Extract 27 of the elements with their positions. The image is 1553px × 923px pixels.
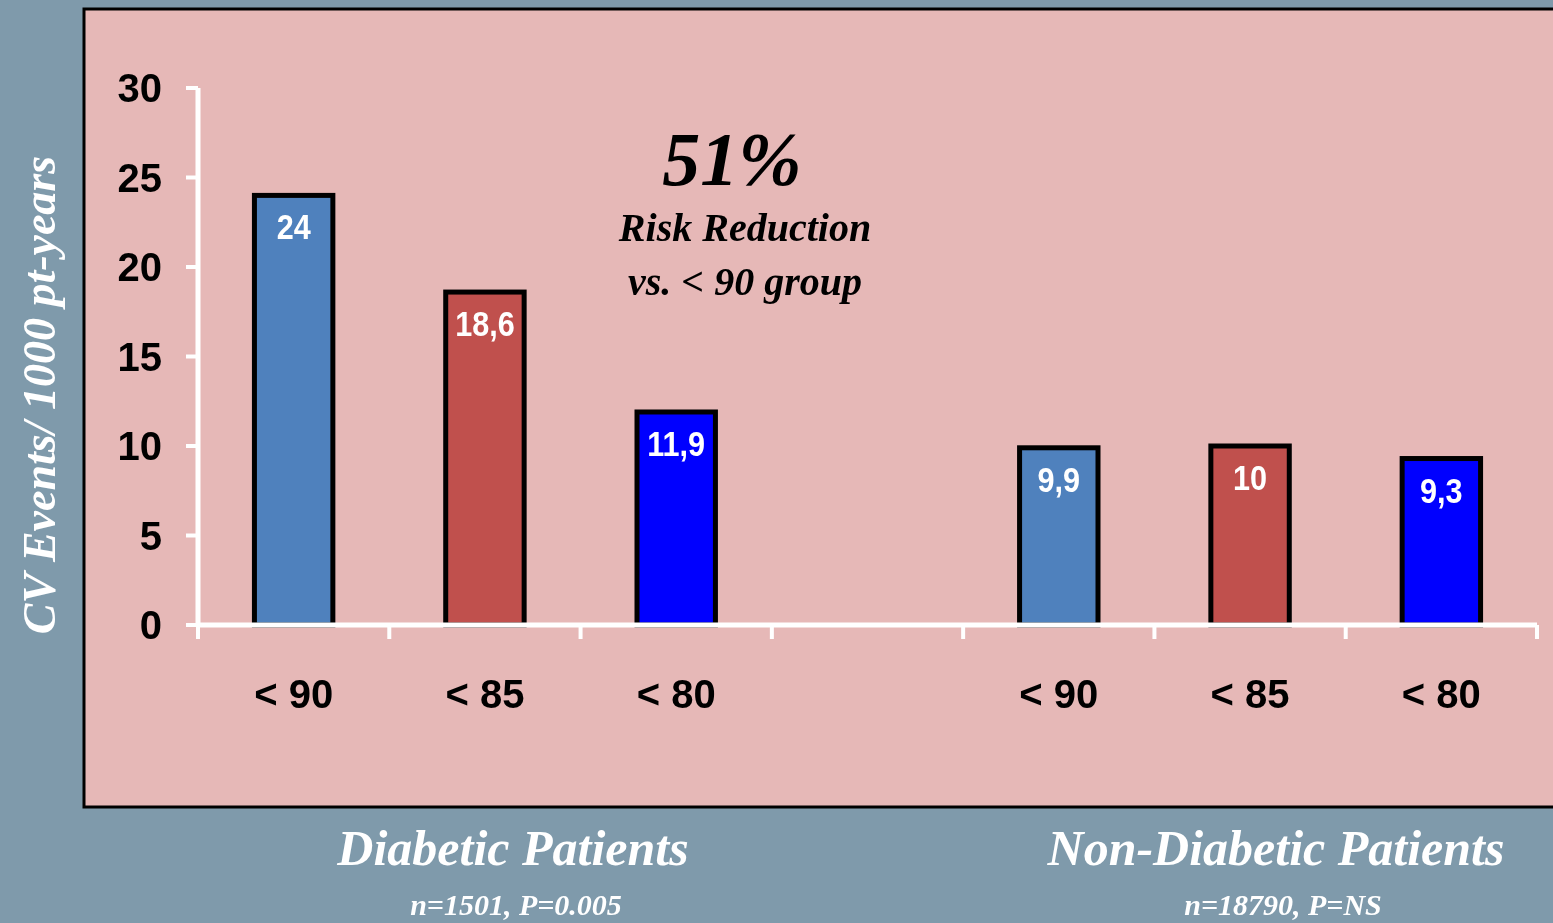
y-tick-label: 20	[117, 245, 162, 289]
x-tick-label: < 85	[445, 672, 525, 716]
x-tick-label: < 90	[254, 672, 334, 716]
text: n=18790, P=NS	[1184, 888, 1382, 921]
annotation: vs. < 90 group	[628, 259, 862, 304]
y-tick-label: 30	[117, 66, 162, 110]
y-tick-label: 5	[139, 513, 162, 558]
data-label: 24	[276, 207, 312, 247]
data-label: 10	[1233, 457, 1268, 498]
x-tick-label: < 85	[1210, 672, 1290, 716]
x-tick-label: < 90	[1019, 672, 1099, 716]
data-label: 18,6	[455, 303, 515, 344]
y-tick-label: 15	[117, 334, 162, 379]
x-tick-label: < 80	[636, 672, 716, 716]
y-tick-label: 0	[139, 603, 162, 647]
text: Diabetic Patients	[336, 820, 689, 876]
data-label: 11,9	[647, 423, 706, 464]
y-tick-label: 25	[117, 155, 162, 200]
x-tick-label: < 80	[1401, 672, 1481, 716]
y-tick-label: 10	[117, 424, 162, 468]
text: n=1501, P=0.005	[410, 888, 622, 921]
data-label: 9,3	[1420, 470, 1463, 511]
data-label: 9,9	[1037, 459, 1081, 500]
text: Non-Diabetic Patients	[1046, 820, 1505, 876]
annotation: Risk Reduction	[617, 205, 872, 250]
annotation: 51%	[662, 117, 802, 201]
y-axis-title: CV Events/ 1000 pt-years	[14, 155, 65, 635]
